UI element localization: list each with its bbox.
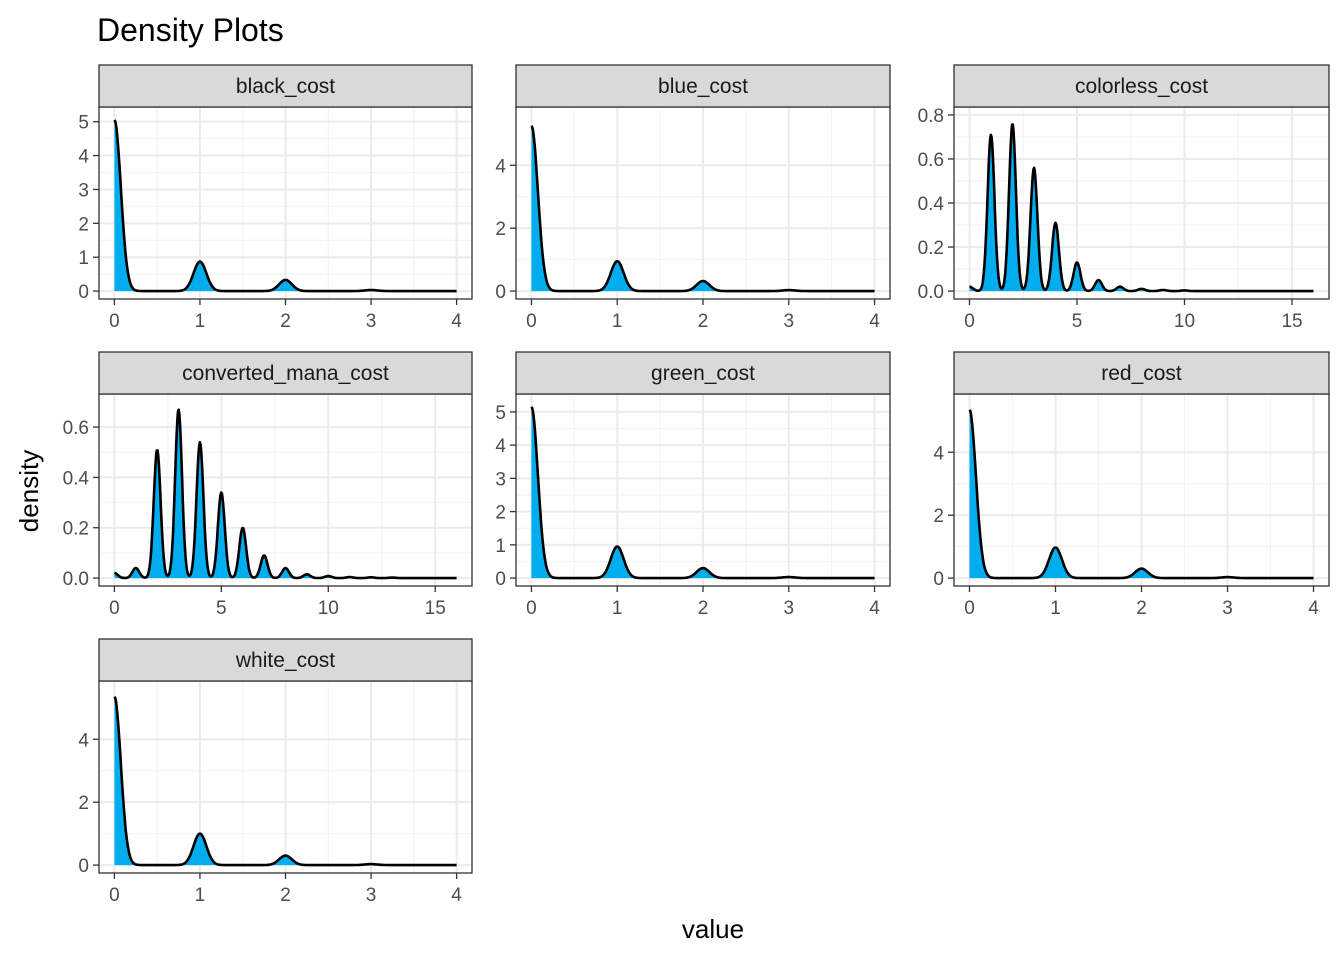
facet-panel: colorless_cost 0 5 10 15 0.0 0.2 0.4 0.6 0.8: [918, 64, 1330, 332]
y-tick-label: 0: [495, 282, 506, 303]
facet-panel: black_cost 0 1 2 3 4 0 1 2 3 4 5: [78, 64, 473, 332]
x-tick-label: 3: [783, 311, 794, 332]
y-tick-label: 0: [495, 569, 506, 590]
facet-panel: converted_mana_cost 0 5 10 15 0.0 0.2 0.4 0.6: [63, 351, 473, 619]
density-line: [968, 409, 1315, 580]
y-tick-label: 2: [78, 214, 89, 235]
y-tick-label: 1: [78, 248, 89, 269]
facet-strip-label: red_cost: [1101, 362, 1182, 385]
x-tick-label: 0: [964, 598, 975, 619]
y-tick-label: 2: [78, 793, 89, 814]
facet-strip: [98, 64, 473, 108]
y-tick-label: 4: [495, 436, 506, 457]
x-tick-label: 0: [964, 311, 975, 332]
y-tick-label: 4: [78, 730, 89, 751]
y-tick-label: 0.2: [63, 519, 89, 540]
y-tick-label: 4: [933, 443, 944, 464]
facet-strip: [515, 64, 891, 108]
x-tick-label: 5: [1072, 311, 1083, 332]
facet-strip: [98, 351, 473, 395]
facet-panel: red_cost 0 1 2 3 4 0 2 4: [933, 351, 1330, 619]
x-tick-label: 1: [195, 311, 206, 332]
y-tick-label: 2: [933, 506, 944, 527]
x-tick-label: 4: [1308, 598, 1319, 619]
density-line: [113, 119, 458, 293]
x-tick-label: 4: [451, 311, 462, 332]
y-tick-label: 4: [495, 156, 506, 177]
x-tick-label: 0: [109, 885, 120, 906]
x-axis-title: value: [682, 914, 744, 944]
density-line: [113, 408, 458, 580]
x-tick-label: 2: [698, 311, 709, 332]
facet-panel: green_cost 0 1 2 3 4 0 1 2 3 4 5: [495, 351, 891, 619]
y-tick-label: 0: [933, 569, 944, 590]
y-tick-label: 0.4: [63, 468, 90, 489]
y-tick-label: 0.6: [63, 418, 89, 439]
x-tick-label: 3: [366, 885, 377, 906]
y-tick-label: 0: [78, 856, 89, 877]
x-tick-label: 0: [109, 598, 120, 619]
x-tick-label: 2: [280, 311, 291, 332]
density-line: [968, 123, 1315, 293]
facet-strip: [953, 351, 1330, 395]
x-tick-label: 4: [869, 598, 880, 619]
x-tick-label: 15: [425, 598, 446, 619]
x-tick-label: 3: [1222, 598, 1233, 619]
y-tick-label: 1: [495, 536, 506, 557]
x-tick-label: 4: [869, 311, 880, 332]
y-tick-label: 2: [495, 219, 506, 240]
x-tick-label: 10: [1174, 311, 1195, 332]
facet-strip: [98, 638, 473, 682]
facet-panel: white_cost 0 1 2 3 4 0 2 4: [78, 638, 473, 906]
y-tick-label: 0.6: [918, 150, 944, 171]
x-tick-label: 5: [216, 598, 227, 619]
density-line: [530, 406, 876, 580]
y-tick-label: 0: [78, 282, 89, 303]
facet-strip: [953, 64, 1330, 108]
x-tick-label: 1: [1050, 598, 1061, 619]
x-tick-label: 4: [451, 885, 462, 906]
x-tick-label: 1: [612, 311, 623, 332]
y-tick-label: 4: [78, 147, 89, 168]
x-tick-label: 0: [526, 311, 537, 332]
facet-strip-label: converted_mana_cost: [182, 362, 389, 385]
x-tick-label: 10: [318, 598, 339, 619]
y-tick-label: 0.8: [918, 106, 944, 127]
x-tick-label: 2: [280, 885, 291, 906]
facet-panel: blue_cost 0 1 2 3 4 0 2 4: [495, 64, 891, 332]
density-area: [969, 124, 1314, 292]
y-tick-label: 3: [495, 469, 506, 490]
facet-strip-label: black_cost: [236, 75, 335, 98]
y-tick-label: 2: [495, 503, 506, 524]
facet-strip-label: colorless_cost: [1075, 75, 1208, 98]
chart-title: Density Plots: [97, 12, 284, 48]
x-tick-label: 3: [783, 598, 794, 619]
x-tick-label: 2: [698, 598, 709, 619]
y-tick-label: 5: [78, 113, 89, 134]
y-tick-label: 3: [78, 180, 89, 201]
y-axis-title: density: [14, 450, 44, 532]
x-tick-label: 0: [109, 311, 120, 332]
density-line: [113, 696, 458, 867]
x-tick-label: 1: [195, 885, 206, 906]
x-tick-label: 0: [526, 598, 537, 619]
facet-strip-label: green_cost: [651, 362, 755, 385]
x-tick-label: 3: [366, 311, 377, 332]
y-tick-label: 0.4: [918, 194, 945, 215]
y-tick-label: 0.2: [918, 238, 944, 259]
density-line: [530, 125, 876, 293]
x-tick-label: 2: [1136, 598, 1147, 619]
facet-strip-label: blue_cost: [658, 75, 748, 98]
y-tick-label: 0.0: [63, 569, 89, 590]
facet-strip-label: white_cost: [235, 649, 335, 672]
y-tick-label: 5: [495, 403, 506, 424]
facet-strip: [515, 351, 891, 395]
y-tick-label: 0.0: [918, 282, 944, 303]
x-tick-label: 15: [1281, 311, 1302, 332]
x-tick-label: 1: [612, 598, 623, 619]
